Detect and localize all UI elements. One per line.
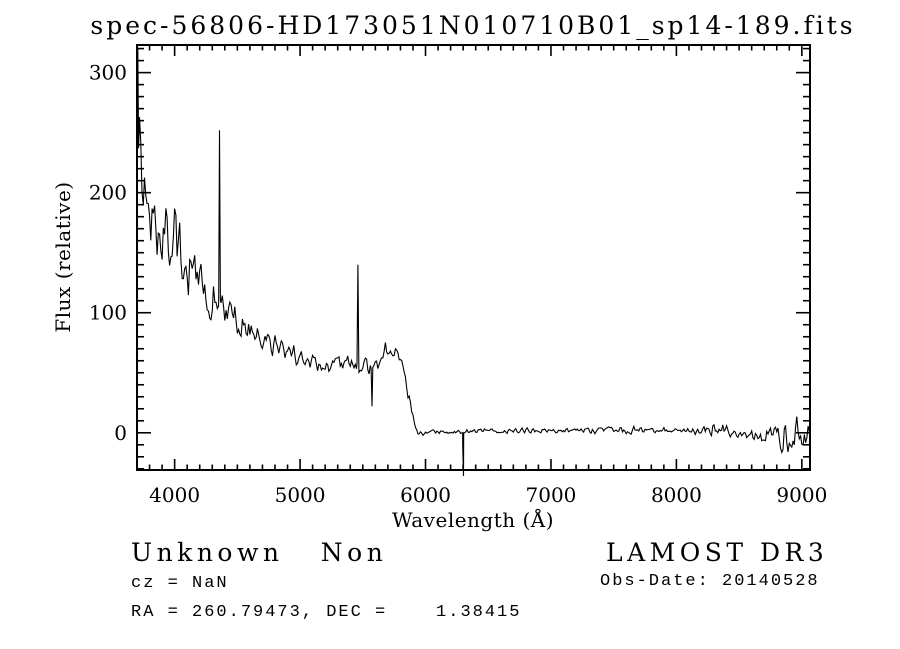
x-tick-label: 4000 (149, 483, 200, 507)
x-tick-label: 5000 (275, 483, 326, 507)
frame-rect (136, 44, 811, 471)
x-tick-label: 8000 (651, 483, 702, 507)
plot-frame (136, 44, 811, 471)
plot-title: spec-56806-HD173051N010710B01_sp14-189.f… (90, 11, 855, 40)
obs-date-text: Obs-Date: 20140528 (600, 572, 820, 591)
survey-text: LAMOST DR3 (606, 538, 829, 567)
x-axis-label: Wavelength (Å) (392, 507, 554, 532)
x-tick-label: 9000 (776, 483, 827, 507)
axis-tick-labels: 4000 5000 6000 7000 8000 9000 0 100 200 300 (89, 61, 827, 507)
y-tick-label: 200 (89, 181, 127, 205)
cz-text: cz = NaN (131, 574, 229, 593)
y-axis-label: Flux (relative) (51, 181, 75, 332)
y-tick-label: 300 (89, 61, 127, 85)
y-tick-label: 100 (89, 301, 127, 325)
spectrum-trace (136, 47, 810, 477)
x-tick-label: 7000 (526, 483, 577, 507)
y-tick-label: 0 (114, 421, 127, 445)
ra-dec-text: RA = 260.79473, DEC = 1.38415 (131, 603, 522, 622)
axis-ticks (136, 45, 810, 470)
x-tick-label: 6000 (400, 483, 451, 507)
classification-text: Unknown Non (131, 538, 388, 567)
